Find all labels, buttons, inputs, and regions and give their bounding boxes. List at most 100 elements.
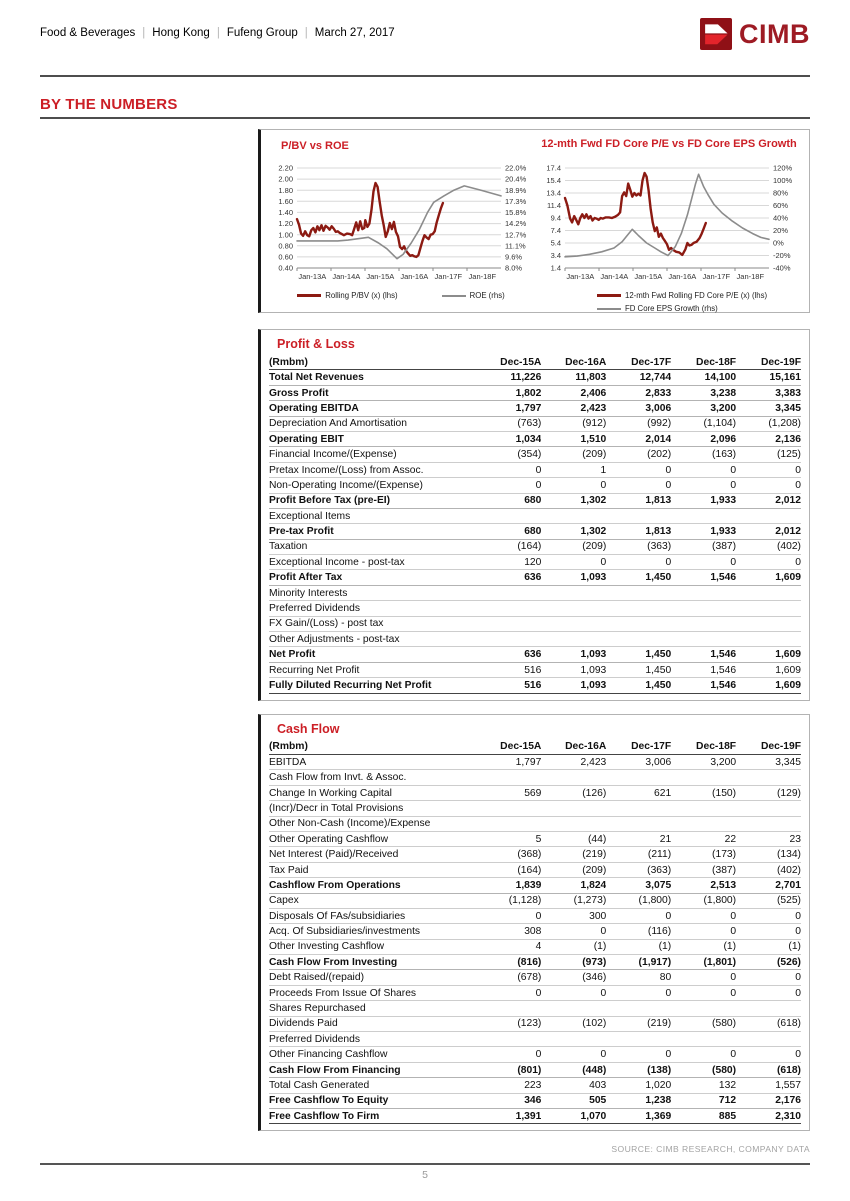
cell-empty [476,600,801,617]
cell-value: (402) [736,539,801,556]
cimb-logo-text: CIMB [739,18,810,49]
table-row: Minority Interests [269,585,801,602]
cell-value: 0 [606,477,672,494]
cell-empty [476,585,801,602]
cell-value: (1,800) [606,893,672,909]
cell-value: 14,100 [671,369,737,386]
chart-legend: 12-mth Fwd Rolling FD Core P/E (x) (lhs)… [535,291,803,313]
legend-label: ROE (rhs) [469,291,505,300]
row-label: Free Cashflow To Equity [269,1093,477,1109]
cell-value: 1,510 [541,431,607,448]
svg-text:-20%: -20% [773,251,791,260]
row-label: Acq. Of Subsidiaries/investments [269,923,477,940]
cell-value: 1,070 [541,1108,607,1125]
table-row: Debt Raised/(repaid) (678) (346) 80 0 0 [269,969,801,986]
charts-row: P/BV vs ROE 2.20 22.0% 2.00 20.4% 1.80 18.9% 1… [261,130,809,313]
cell-value: 5 [476,831,542,848]
column-header: Dec-15A [476,739,542,755]
cell-value: 636 [476,569,542,586]
svg-text:8.0%: 8.0% [505,264,522,273]
svg-text:Jan-15A: Jan-15A [366,272,394,281]
cell-value: 0 [736,908,801,925]
cell-value: (763) [476,416,542,432]
svg-text:Jan-17F: Jan-17F [703,272,731,281]
cell-value: 1,824 [541,877,607,894]
cell-value: 0 [541,985,607,1002]
table-row: Preferred Dividends [269,1031,801,1048]
cell-value: (125) [736,446,801,463]
cell-value: (164) [476,862,542,879]
cell-value: 3,006 [606,400,672,417]
cell-value: 885 [671,1108,737,1125]
table-row: Fully Diluted Recurring Net Profit 516 1,0… [269,677,801,694]
svg-text:Jan-18F: Jan-18F [737,272,765,281]
cell-value: 1,609 [736,677,801,694]
cell-value: 1,450 [606,569,672,586]
cell-value: 0 [606,462,672,479]
table-row: Profit After Tax 636 1,093 1,450 1,546 1,609 [269,569,801,586]
row-label: Debt Raised/(repaid) [269,969,477,986]
cell-empty [476,508,801,525]
column-header: Dec-19F [736,739,801,755]
row-label: Proceeds From Issue Of Shares [269,985,477,1002]
cell-value: 1,546 [671,677,737,694]
svg-text:11.1%: 11.1% [505,241,526,250]
column-header: Dec-15A [476,355,542,371]
cell-value: 0 [606,1046,672,1063]
table-header-row: (Rmbm) Dec-15A Dec-16A Dec-17F Dec-18F Dec-19… [269,355,801,371]
cell-value: (1,917) [606,954,672,971]
cell-value: 0 [671,477,737,494]
table-row: Other Non-Cash (Income)/Expense [269,816,801,832]
svg-text:Jan-13A: Jan-13A [566,272,594,281]
row-label: Fully Diluted Recurring Net Profit [269,677,477,694]
chart-plot: 17.4 120% 15.4 100% 13.4 80% 11.4 60% 9.4 40% 7.4 2… [546,164,793,281]
cell-value: (209) [541,862,607,879]
cimb-logo-icon [700,18,732,50]
cell-value: 23 [736,831,801,848]
cell-value: 1,302 [541,523,607,540]
legend-item: 12-mth Fwd Rolling FD Core P/E (x) (lhs) [597,291,767,300]
svg-text:80%: 80% [773,189,788,198]
svg-text:40%: 40% [773,214,788,223]
column-header: Dec-18F [671,739,737,755]
cell-value: 0 [541,554,607,571]
row-label: Recurring Net Profit [269,662,477,679]
breadcrumb-country: Hong Kong [152,27,210,39]
cell-value: 0 [671,923,737,940]
svg-text:Jan-18F: Jan-18F [469,272,497,281]
table-row: Cashflow From Operations 1,839 1,824 3,075 2… [269,877,801,894]
table-row: Net Profit 636 1,093 1,450 1,546 1,609 [269,646,801,663]
cell-value: 636 [476,646,542,663]
cell-value: 1,302 [541,493,607,509]
chart-plot: 2.20 22.0% 2.00 20.4% 1.80 18.9% 1.60 17.3% 1.40… [278,164,527,281]
cell-value: 516 [476,677,542,694]
cell-value: 0 [671,554,737,571]
legend-line-swatch [597,294,621,297]
table-row: Cash Flow from Invt. & Assoc. [269,769,801,786]
svg-text:120%: 120% [773,164,793,173]
table-row: Cash Flow From Financing (801) (448) (138)(… [269,1062,801,1079]
row-label: Preferred Dividends [269,1031,477,1048]
financial-table: (Rmbm) Dec-15A Dec-16A Dec-17F Dec-18F Dec-19… [269,739,801,1125]
legend-label: FD Core EPS Growth (rhs) [625,304,718,313]
legend-label: Rolling P/BV (x) (lhs) [325,291,398,300]
cell-value: (402) [736,862,801,879]
cell-value: 1,369 [606,1108,672,1125]
cell-value: 1,609 [736,646,801,663]
row-label: Non-Operating Income/(Expense) [269,477,477,494]
table-row: Profit Before Tax (pre-EI) 680 1,302 1,813 1… [269,493,801,509]
cell-value: 0 [736,985,801,1002]
table-row: Change In Working Capital 569 (126) 621 (150… [269,785,801,802]
header-divider [40,75,810,77]
row-label: Cash Flow from Invt. & Assoc. [269,769,477,786]
cell-value: 2,012 [736,493,801,509]
svg-text:Jan-17F: Jan-17F [435,272,463,281]
cell-value: (211) [606,846,672,863]
svg-text:1.40: 1.40 [278,208,293,217]
cell-value: 4 [476,939,542,956]
cash-flow-panel: Cash Flow (Rmbm) Dec-15A Dec-16A Dec-17F Dec… [258,713,810,1132]
svg-text:20.4%: 20.4% [505,175,527,184]
cell-value: (363) [606,862,672,879]
svg-text:18.9%: 18.9% [505,186,527,195]
